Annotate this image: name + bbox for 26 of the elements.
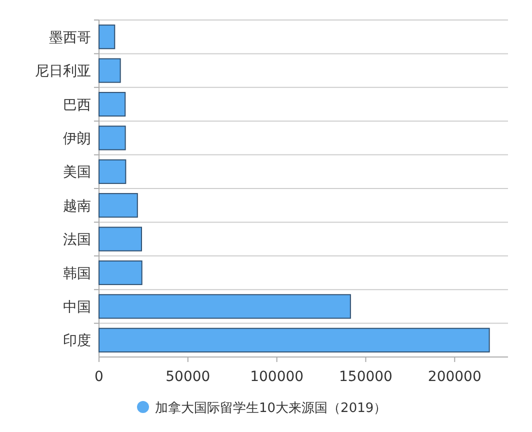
bar bbox=[98, 328, 490, 352]
y-tick-label: 巴西 bbox=[63, 97, 91, 114]
bar bbox=[98, 193, 138, 218]
x-tick-label: 50000 bbox=[166, 369, 210, 385]
bar bbox=[98, 126, 126, 150]
y-tick-label: 尼日利亚 bbox=[35, 64, 91, 80]
bar bbox=[98, 58, 121, 83]
bar bbox=[98, 294, 351, 319]
y-tick-label: 韩国 bbox=[63, 266, 91, 282]
y-tick-label: 美国 bbox=[63, 164, 91, 181]
x-tick-label: 200000 bbox=[428, 369, 482, 385]
y-tick-label: 越南 bbox=[63, 198, 91, 214]
y-tick-label: 墨西哥 bbox=[49, 30, 91, 46]
x-tick-label: 100000 bbox=[250, 369, 304, 385]
bar bbox=[98, 159, 126, 184]
x-tick-label: 150000 bbox=[339, 369, 392, 385]
y-tick-label: 法国 bbox=[63, 232, 91, 248]
x-tick-label: 0 bbox=[94, 369, 104, 385]
y-tick-label: 中国 bbox=[63, 299, 91, 316]
legend-label: 加拿大国际留学生10大来源国（2019） bbox=[155, 401, 387, 416]
bar bbox=[98, 260, 142, 286]
y-tick-label: 印度 bbox=[63, 333, 91, 350]
bar bbox=[98, 92, 126, 117]
bar bbox=[98, 24, 116, 50]
y-tick-label: 伊朗 bbox=[63, 130, 91, 147]
bar bbox=[98, 226, 142, 252]
